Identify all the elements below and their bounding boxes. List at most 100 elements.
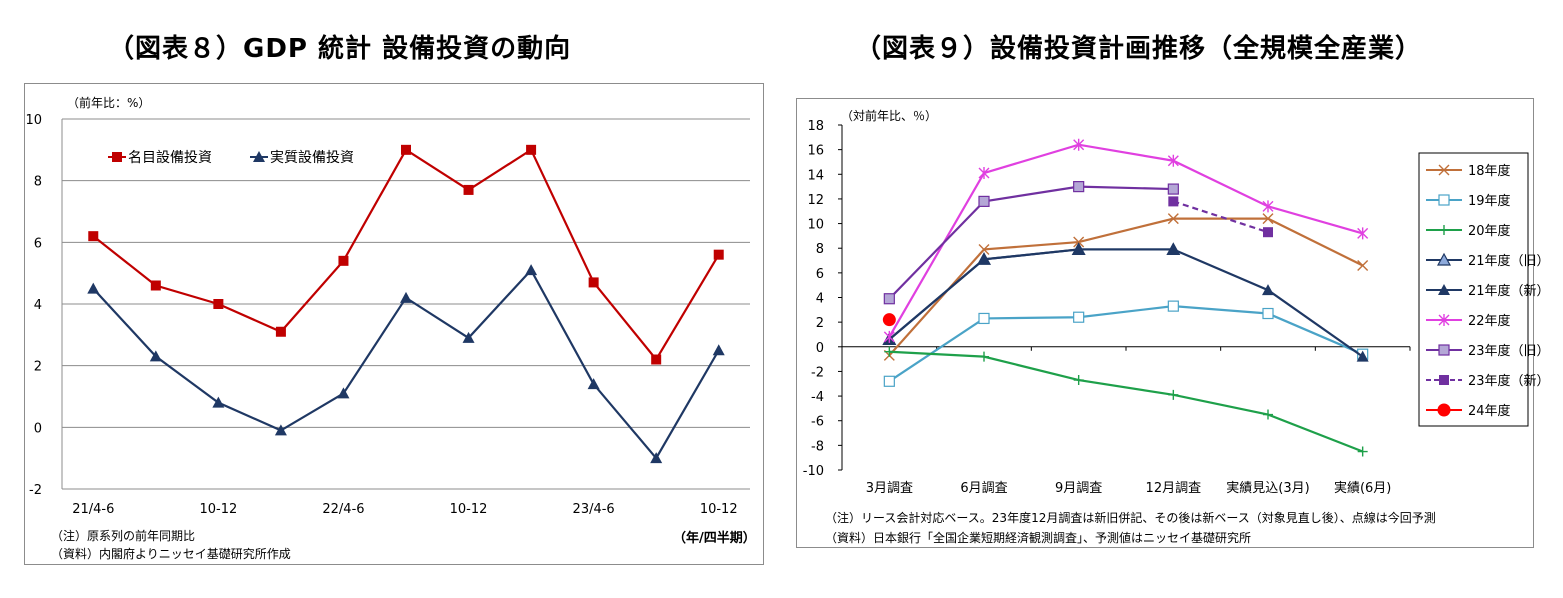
data-point [149,350,162,362]
left-chart-note: （注）原系列の前年同期比 [51,529,196,543]
series-8 [882,313,896,327]
legend-marker [1438,164,1450,176]
legend-label: 24年度 [1468,403,1511,419]
y-tick-label: 2 [816,316,824,331]
legend: 18年度 19年度 20年度 21年度（旧） 21年度（新） 22年度 23年度（旧） 23年… [1418,152,1550,427]
right-chart-note: （注）リース会計対応ベース。23年度12月調査は新旧併記、その後は新ベース（対象… [825,511,1436,525]
data-point [1356,350,1369,362]
x-tick-label: 3月調査 [866,481,913,496]
y-tick-label: 12 [807,193,824,208]
data-point [212,396,225,408]
legend-label: 名目設備投資 [128,150,212,166]
legend-marker [1439,375,1449,385]
series-6 [883,181,1179,305]
legend-marker [1438,314,1450,326]
data-point [650,452,663,464]
data-point [1262,307,1274,320]
left-chart-unit-label: （前年比：%） [67,96,151,110]
data-point [884,346,895,357]
left-chart-panel: （前年比：%） （年/四半期） （注）原系列の前年同期比 （資料）内閣府よりニッ… [24,83,764,565]
y-tick-label: 2 [34,360,42,375]
data-point [883,375,895,387]
series-5 [883,138,1369,343]
legend-marker [1438,194,1450,206]
y-tick-label: -4 [811,390,824,405]
legend-label: 22年度 [1468,313,1511,329]
x-tick-label: 実績(6月) [1334,480,1391,496]
data-point [274,424,287,436]
data-point [882,313,896,327]
y-tick-label: 8 [34,175,42,190]
legend-label: 21年度（旧） [1468,253,1550,269]
y-tick-label: 16 [807,144,824,159]
right-chart-source: （資料）日本銀行「全国企業短期経済観測調査」、予測値はニッセイ基礎研究所 [825,531,1252,545]
data-point [1168,389,1179,400]
y-tick-label: -6 [811,415,824,430]
legend-label: 23年度（旧） [1468,343,1550,359]
legend-label: 21年度（新） [1468,283,1550,299]
data-point [462,331,475,343]
series-7 [1168,196,1273,238]
right-chart-unit-label: （対前年比、％） [841,109,938,123]
data-point [1073,375,1084,386]
y-tick-label: 8 [816,242,824,257]
data-point [1262,284,1274,296]
legend-marker [253,151,265,162]
legend-label: 20年度 [1468,223,1511,239]
data-point [401,144,411,155]
y-tick-label: 6 [34,236,42,251]
x-tick-label: 22/4-6 [322,502,364,517]
legend-marker [1438,344,1450,356]
y-tick-label: 0 [34,421,42,436]
legend-marker [1438,284,1450,295]
y-tick-label: 4 [816,292,824,307]
data-point [213,299,224,309]
data-point [1167,213,1179,225]
legend-label: 18年度 [1468,163,1511,179]
legend-marker [1437,403,1451,417]
data-point [1357,259,1369,271]
series-line [888,248,1364,358]
data-point [1167,154,1179,167]
data-point [978,312,990,325]
data-point [1168,196,1179,207]
data-point [87,282,100,294]
data-point [978,195,990,207]
series-line [888,305,1364,383]
y-tick-label: 0 [816,341,824,356]
data-point [526,144,537,155]
data-point [1167,243,1180,255]
legend-marker [1436,252,1452,266]
legend-label: 実質設備投資 [270,150,354,166]
series-0 [883,213,1369,361]
data-point [400,291,412,303]
data-point [883,293,895,305]
y-tick-label: -2 [29,483,42,498]
right-chart: -10 -8 -6 -4 -2 0 2 4 6 8 10 12 14 16 18 3月調査 6月調査 9月調査 12… [803,119,1550,496]
data-point [978,243,990,255]
series-line [1172,200,1269,234]
data-point [712,344,725,356]
y-tick-label: 14 [807,168,824,183]
left-chart-title: （図表８）GDP 統計 設備投資の動向 [108,34,572,64]
data-point [1262,200,1274,213]
data-point [88,231,99,242]
left-chart-source: （資料）内閣府よりニッセイ基礎研究所作成 [51,547,291,561]
x-tick-label: 10-12 [700,502,738,517]
legend-label: 19年度 [1468,193,1511,209]
data-point [525,264,538,276]
data-point [1073,311,1085,323]
data-point [1167,183,1179,195]
right-chart-title: （図表９）設備投資計画推移（全規模全産業） [855,34,1423,64]
data-point [979,351,989,362]
x-tick-label: 10-12 [450,502,488,517]
data-point [1072,243,1085,255]
data-point [275,326,286,337]
series-line [888,143,1363,338]
y-tick-label: 4 [34,298,42,313]
legend-marker [1439,225,1449,235]
series-2 [884,346,1368,457]
data-point [337,387,350,399]
data-point [150,280,161,291]
